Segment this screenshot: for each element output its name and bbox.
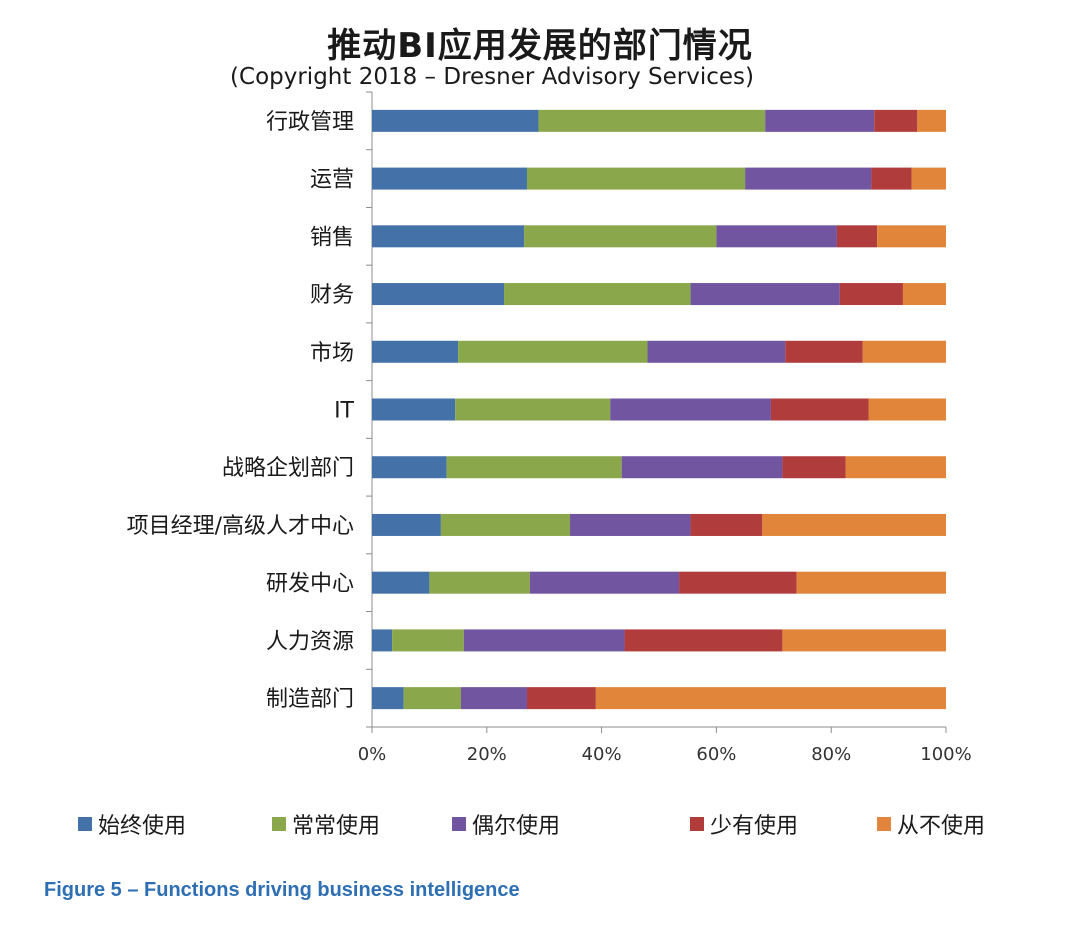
x-tick-label: 20%	[467, 744, 507, 765]
legend-swatch	[78, 817, 92, 831]
bar-segment	[624, 629, 783, 652]
bar-segment	[877, 225, 946, 248]
chart-title: 推动BI应用发展的部门情况	[327, 26, 753, 66]
bar-segment	[782, 456, 846, 479]
bar-segment	[621, 456, 783, 479]
bar-segment	[862, 340, 946, 363]
x-tick-label: 60%	[696, 744, 736, 765]
bar-segment	[392, 629, 464, 652]
bar-segment	[679, 571, 797, 594]
bar-segment	[372, 283, 505, 306]
legend-item: 偶尔使用	[452, 808, 560, 840]
bar-segment	[690, 513, 763, 536]
bar-segment	[917, 109, 946, 132]
bar-segment	[463, 629, 625, 652]
bar-segment	[647, 340, 786, 363]
bar-segment	[595, 687, 946, 710]
legend-swatch	[877, 817, 891, 831]
bar-segment	[372, 340, 459, 363]
legend-swatch	[272, 817, 286, 831]
bar-segment	[911, 167, 946, 190]
x-tick-label: 80%	[811, 744, 851, 765]
chart-legend: 始终使用 常常使用 偶尔使用 少有使用 从不使用	[0, 808, 1080, 844]
category-label: 销售	[310, 225, 354, 250]
bar-segment	[372, 571, 430, 594]
bar-segment	[874, 109, 918, 132]
bar-segment	[538, 109, 766, 132]
bar-segment	[765, 109, 875, 132]
bar-segment	[524, 225, 717, 248]
legend-item: 常常使用	[272, 808, 380, 840]
bar-segment	[570, 513, 691, 536]
bar-segment	[796, 571, 946, 594]
category-label: 制造部门	[266, 687, 354, 712]
bar-segment	[745, 167, 872, 190]
legend-label: 少有使用	[710, 814, 799, 839]
x-tick-label: 0%	[358, 744, 387, 765]
bar-segment	[455, 398, 611, 421]
bar-segment	[845, 456, 946, 479]
category-label: IT	[334, 399, 354, 424]
bar-segment	[372, 687, 404, 710]
bar-segment	[372, 225, 525, 248]
category-label: 人力资源	[266, 629, 354, 654]
bar-segment	[429, 571, 530, 594]
bar-segment	[526, 687, 596, 710]
bar-segment	[504, 283, 691, 306]
bar-segment	[372, 167, 527, 190]
category-label: 战略企划部门	[222, 456, 354, 481]
legend-swatch	[452, 817, 466, 831]
bar-segment	[403, 687, 461, 710]
bar-segment	[526, 167, 746, 190]
bar-segment	[460, 687, 527, 710]
legend-label: 常常使用	[292, 814, 381, 839]
bar-segment	[372, 456, 447, 479]
category-label: 财务	[310, 283, 354, 308]
category-label: 行政管理	[266, 110, 354, 135]
bar-segment	[610, 398, 771, 421]
bar-segment	[690, 283, 840, 306]
bar-segment	[372, 629, 393, 652]
legend-label: 从不使用	[897, 814, 986, 839]
bar-segment	[372, 398, 456, 421]
bar-segment	[716, 225, 837, 248]
legend-swatch	[690, 817, 704, 831]
category-label: 市场	[310, 341, 354, 366]
bar-segment	[839, 283, 903, 306]
figure-caption: Figure 5 – Functions driving business in…	[44, 879, 520, 901]
bar-segment	[902, 283, 946, 306]
legend-item: 始终使用	[78, 808, 186, 840]
bar-segment	[871, 167, 912, 190]
bar-segment	[770, 398, 869, 421]
bar-segment	[785, 340, 863, 363]
chart-subtitle: (Copyright 2018 – Dresner Advisory Servi…	[230, 64, 754, 90]
bar-segment	[372, 513, 441, 536]
bar-segment	[836, 225, 878, 248]
x-tick-label: 40%	[582, 744, 622, 765]
bar-segment	[440, 513, 571, 536]
bar-segment	[529, 571, 680, 594]
bar-segment	[446, 456, 622, 479]
category-label: 运营	[310, 168, 354, 193]
bar-segment	[868, 398, 946, 421]
legend-item: 从不使用	[877, 808, 985, 840]
category-label: 研发中心	[266, 572, 354, 597]
legend-label: 偶尔使用	[472, 814, 561, 839]
legend-label: 始终使用	[98, 814, 187, 839]
x-tick-label: 100%	[920, 744, 971, 765]
legend-item: 少有使用	[690, 808, 798, 840]
bar-segment	[458, 340, 648, 363]
bar-segment	[762, 513, 946, 536]
bar-segment	[782, 629, 946, 652]
bar-segment	[372, 109, 539, 132]
category-label: 项目经理/高级人才中心	[127, 514, 354, 539]
